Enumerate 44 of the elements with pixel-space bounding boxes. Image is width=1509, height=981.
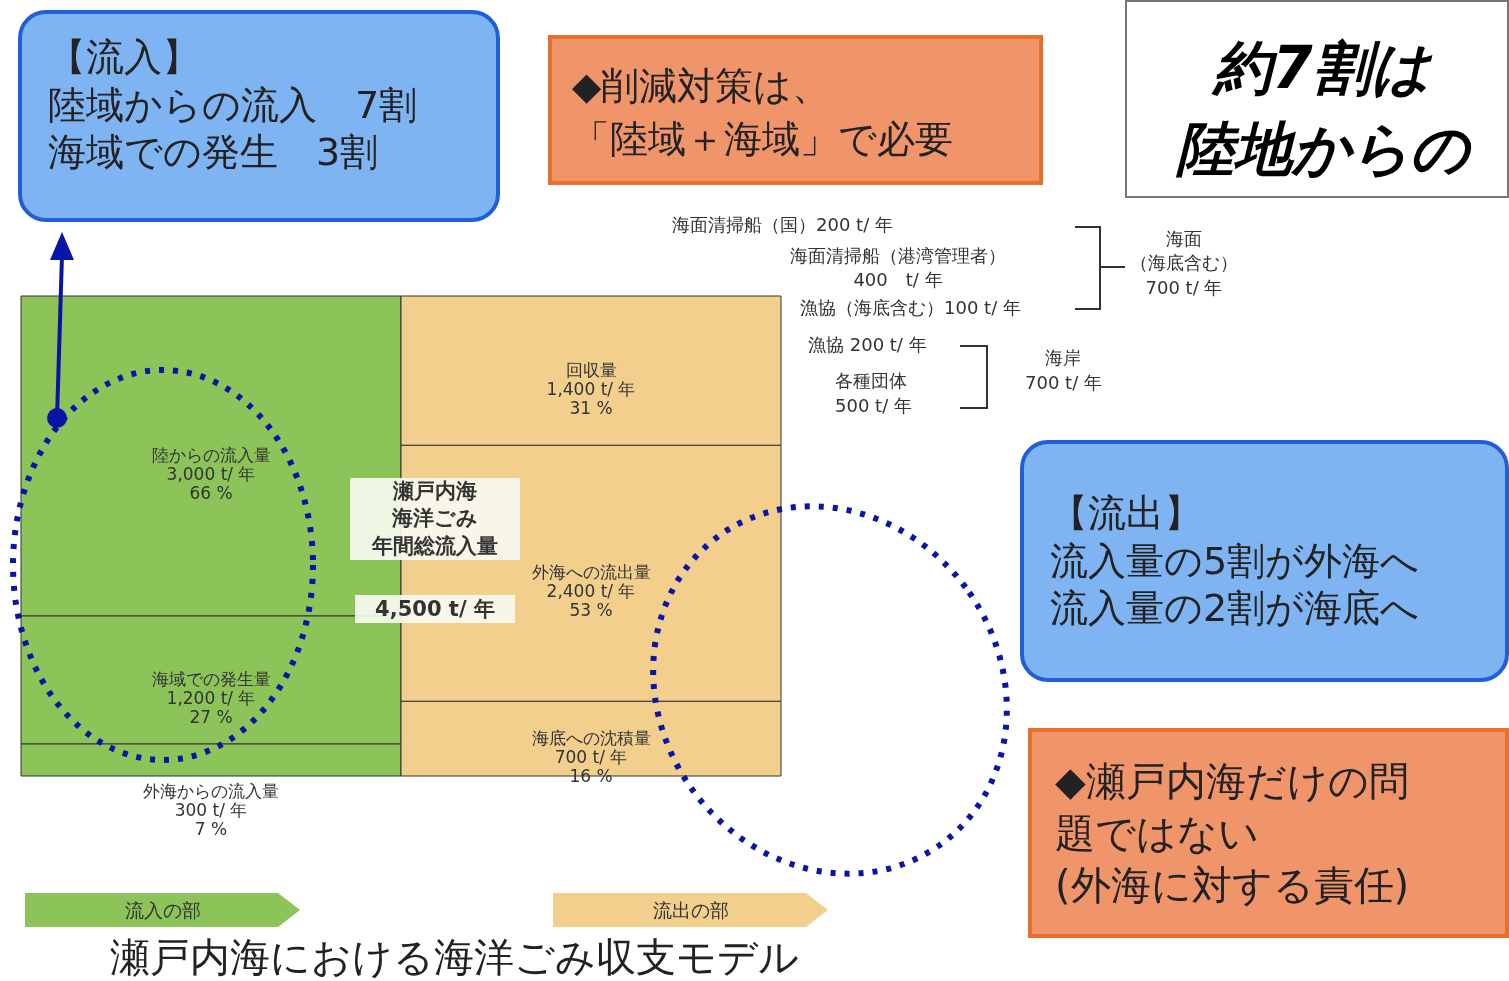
text: 海洋ごみ <box>391 505 479 533</box>
text: 瀬戸内海 <box>392 478 478 505</box>
text: 700 t/ 年 <box>1025 371 1102 396</box>
category-label: 海底への沈積量 <box>531 727 651 748</box>
text: 陸地からの <box>1174 114 1472 186</box>
text: 題ではない <box>1055 809 1260 858</box>
text: 500 t/ 年 <box>835 394 912 419</box>
data-label: 300 t/ 年 7 % <box>174 800 248 839</box>
category-label: 海域での発生量 <box>151 669 271 689</box>
text: 4,500 t/ 年 <box>355 595 515 623</box>
text: 海面 <box>1165 227 1203 251</box>
text: 年間総流入量 <box>371 532 499 560</box>
text: 陸域からの流入 7割 <box>48 81 418 129</box>
text: 漁協（海底含む）100 t/ 年 <box>800 296 1021 320</box>
text: 海域での発生 3割 <box>48 129 380 176</box>
text: ◆削減対策は、 <box>572 63 832 110</box>
text: 【流出】 <box>1050 490 1203 537</box>
text: 流出の部 <box>553 893 828 927</box>
category-label: 陸からの流入量 <box>151 445 271 465</box>
text: 海岸 <box>1044 346 1083 370</box>
text: 【流入】 <box>48 34 201 81</box>
data-label: 1,400 t/ 年 31 % <box>546 378 636 418</box>
text: (外海に対する責任) <box>1055 861 1410 910</box>
data-label: 700 t/ 年 16 % <box>554 746 628 786</box>
category-label: 外海への流出量 <box>531 562 651 583</box>
data-label: 1,200 t/ 年 27 % <box>166 688 256 727</box>
text: ◆瀬戸内海だけの問 <box>1055 757 1410 806</box>
text: 海面清掃船（港湾管理者） <box>790 244 1006 268</box>
category-label: 外海からの流入量 <box>143 781 279 801</box>
category-label: 回収量 <box>565 359 617 380</box>
text: （海底含む） <box>1130 251 1238 276</box>
text: 400 t/ 年 <box>852 268 944 293</box>
text: 各種団体 <box>835 369 908 393</box>
text: 約7割は <box>1210 33 1434 104</box>
text: 流入量の5割が外海へ <box>1050 537 1420 585</box>
text: 流入量の2割が海底へ <box>1050 585 1420 632</box>
text: 700 t/ 年 <box>1144 275 1224 300</box>
data-label: 2,400 t/ 年 53 % <box>546 581 636 621</box>
data-label: 3,000 t/ 年 66 % <box>166 464 256 503</box>
text: 流入の部 <box>25 893 300 927</box>
text: 瀬戸内海における海洋ごみ収支モデル <box>110 933 799 981</box>
text: 「陸域＋海域」で必要 <box>572 116 953 164</box>
text: 海面清掃船（国）200 t/ 年 <box>672 213 893 237</box>
text: 漁協 200 t/ 年 <box>808 333 927 357</box>
